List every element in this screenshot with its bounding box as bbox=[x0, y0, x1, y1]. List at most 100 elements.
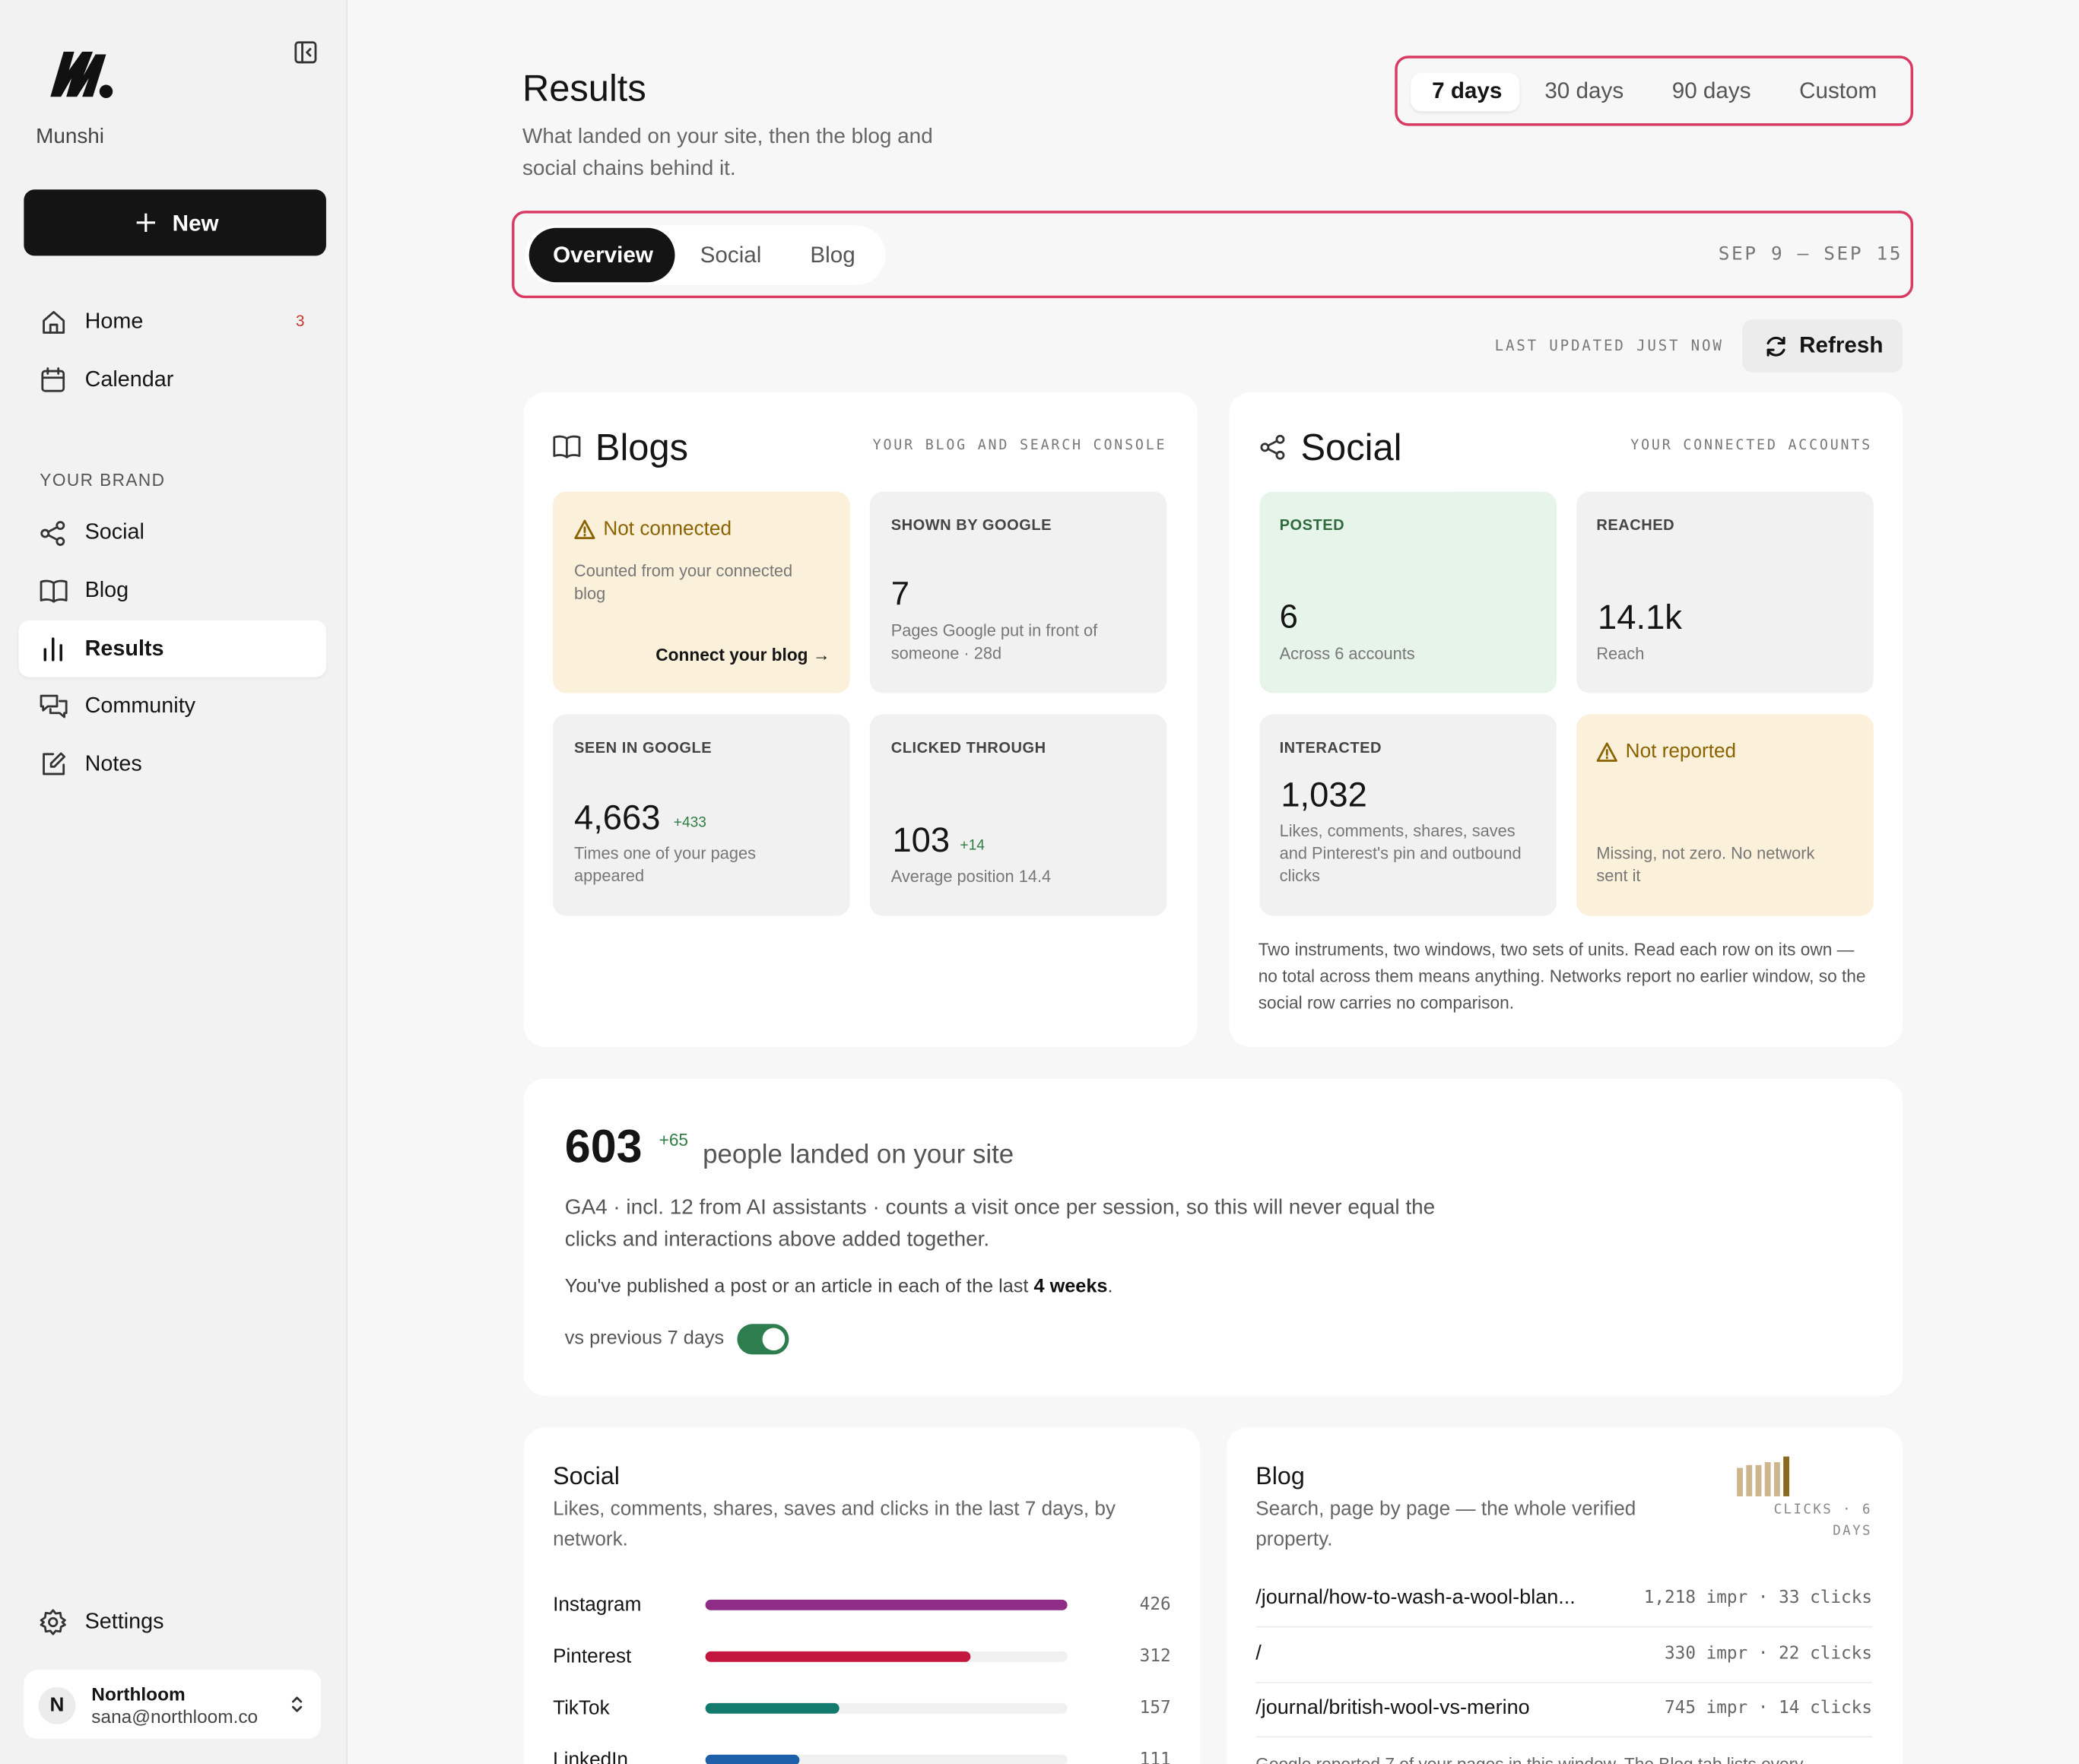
range-option[interactable]: Custom bbox=[1799, 78, 1877, 103]
streak-note: You've published a post or an article in… bbox=[565, 1277, 1113, 1298]
nav-item[interactable]: Home bbox=[84, 309, 144, 334]
network-value: 426 bbox=[1139, 1594, 1171, 1615]
card-caption: YOUR CONNECTED ACCOUNTS bbox=[1630, 437, 1872, 454]
network-name: TikTok bbox=[553, 1696, 610, 1720]
chevrons bbox=[291, 1696, 303, 1712]
section-label: YOUR BRAND bbox=[40, 469, 166, 490]
date-range: SEP 9 – SEP 15 bbox=[1718, 243, 1903, 265]
visits-label: people landed on your site bbox=[703, 1140, 1014, 1170]
network-name: LinkedIn bbox=[553, 1748, 628, 1764]
social-icon bbox=[40, 521, 65, 546]
nav-item-active[interactable]: Results bbox=[84, 636, 164, 661]
bar bbox=[705, 1599, 1068, 1610]
new-button-label[interactable]: New bbox=[172, 211, 219, 236]
nav-item[interactable]: Notes bbox=[84, 752, 142, 776]
range-highlight bbox=[1395, 56, 1914, 126]
home-icon bbox=[43, 311, 65, 334]
tile-status: Not reported bbox=[1625, 740, 1737, 763]
tile-value: 6 bbox=[1279, 598, 1298, 636]
page-title: Results bbox=[522, 67, 646, 109]
card-caption: YOUR BLOG AND SEARCH CONSOLE bbox=[872, 437, 1167, 454]
nav-item[interactable]: Community bbox=[84, 693, 196, 718]
warning-icon bbox=[1596, 742, 1617, 762]
tile-label: SEEN IN GOOGLE bbox=[573, 741, 713, 757]
tile-value: 14.1k bbox=[1598, 597, 1682, 637]
sidebar bbox=[0, 0, 348, 1764]
settings-link[interactable]: Settings bbox=[84, 1609, 164, 1634]
section-subtitle: Likes, comments, shares, saves and click… bbox=[553, 1497, 1116, 1551]
bar bbox=[705, 1754, 800, 1764]
tile-desc: Times one of your pages appeared bbox=[573, 844, 757, 886]
tile-desc: Across 6 accounts bbox=[1279, 644, 1415, 664]
nav-item[interactable]: Social bbox=[84, 520, 144, 544]
kpi-tile bbox=[1259, 491, 1557, 693]
toggle-knob bbox=[762, 1328, 786, 1351]
page-subtitle: What landed on your site, then the blog … bbox=[522, 125, 933, 181]
tile-label: POSTED bbox=[1279, 518, 1345, 535]
tile-label: REACHED bbox=[1596, 518, 1675, 535]
visits-value: 603 bbox=[564, 1121, 643, 1173]
page-stats: 1,218 impr · 33 clicks bbox=[1643, 1588, 1872, 1609]
row-divider bbox=[1255, 1626, 1872, 1628]
tile-desc: Likes, comments, shares, saves and Pinte… bbox=[1279, 821, 1522, 886]
account-name: Northloom bbox=[91, 1683, 186, 1705]
tile-status: Not connected bbox=[603, 517, 732, 541]
not-reported-tile bbox=[1576, 714, 1874, 916]
section-title: Blog bbox=[1255, 1461, 1305, 1490]
tile-desc: Missing, not zero. No network sent it bbox=[1596, 844, 1815, 886]
tab[interactable]: Social bbox=[700, 242, 762, 268]
blog-footnote: Google reported 7 of your pages in this … bbox=[1255, 1754, 1803, 1764]
tile-label: CLICKED THROUGH bbox=[890, 741, 1046, 757]
range-option[interactable]: 90 days bbox=[1671, 78, 1751, 103]
page-path: /journal/british-wool-vs-merino bbox=[1255, 1696, 1530, 1719]
plus-icon bbox=[136, 213, 156, 233]
tab[interactable]: Overview bbox=[553, 242, 653, 268]
connect-link[interactable]: Connect your blog → bbox=[655, 644, 830, 665]
refresh-button[interactable] bbox=[1742, 319, 1903, 373]
tile-value: 4,663 bbox=[573, 797, 661, 837]
tab-active-pill bbox=[528, 227, 675, 283]
range-option[interactable]: 7 days bbox=[1432, 78, 1503, 103]
card-title: Social bbox=[1300, 427, 1402, 468]
page-path: /journal/how-to-wash-a-wool-blan... bbox=[1255, 1586, 1576, 1610]
tile-value: 7 bbox=[890, 576, 909, 614]
page-stats: 745 impr · 14 clicks bbox=[1665, 1698, 1872, 1718]
avatar: N bbox=[38, 1686, 76, 1724]
account-email: sana@northloom.co bbox=[91, 1705, 259, 1728]
social-icon bbox=[1260, 434, 1285, 460]
streak-text: . bbox=[1107, 1276, 1113, 1298]
collapse-icon[interactable] bbox=[294, 41, 317, 64]
tile-desc: Pages Google put in front of someone · 2… bbox=[890, 621, 1098, 663]
nav-item[interactable]: Blog bbox=[84, 578, 129, 603]
tab[interactable]: Blog bbox=[810, 242, 855, 268]
tile-desc: Counted from your connected blog bbox=[573, 562, 793, 604]
streak-text: You've published a post or an article in… bbox=[564, 1276, 1034, 1298]
blogs-icon bbox=[553, 435, 581, 458]
tabs-highlight bbox=[512, 211, 1914, 299]
streak-highlight: 4 weeks bbox=[1033, 1276, 1108, 1298]
page-stats: 330 impr · 22 clicks bbox=[1665, 1643, 1872, 1664]
bar bbox=[705, 1702, 840, 1714]
last-updated: LAST UPDATED JUST NOW bbox=[1494, 337, 1724, 355]
nav-item[interactable]: Calendar bbox=[84, 367, 174, 392]
settings-icon bbox=[40, 1609, 66, 1636]
section-title: Social bbox=[553, 1461, 620, 1490]
section-subtitle: Search, page by page — the whole verifie… bbox=[1255, 1497, 1636, 1551]
network-name: Instagram bbox=[553, 1594, 642, 1616]
range-active-pill bbox=[1411, 72, 1520, 112]
not-connected-tile bbox=[553, 491, 850, 693]
compare-toggle[interactable] bbox=[737, 1324, 789, 1355]
spark-bar bbox=[1773, 1462, 1780, 1496]
network-value: 111 bbox=[1139, 1750, 1171, 1764]
refresh-label[interactable]: Refresh bbox=[1799, 332, 1884, 358]
tile-label: INTERACTED bbox=[1279, 741, 1382, 757]
new-button[interactable] bbox=[24, 189, 326, 256]
range-option[interactable]: 30 days bbox=[1544, 78, 1624, 103]
bar bbox=[705, 1651, 971, 1662]
calendar-icon bbox=[41, 367, 65, 392]
card-title: Blogs bbox=[595, 427, 689, 468]
blog-icon bbox=[40, 579, 68, 603]
spark-bar bbox=[1746, 1464, 1753, 1496]
logo bbox=[50, 51, 113, 98]
